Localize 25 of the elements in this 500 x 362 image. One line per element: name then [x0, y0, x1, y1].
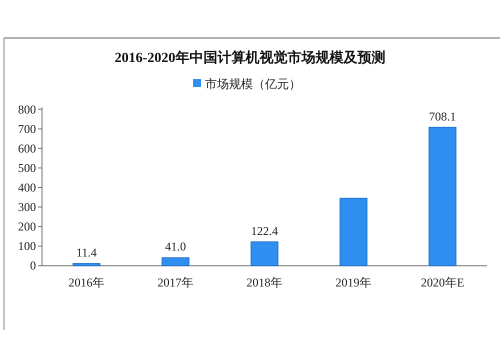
bar: [250, 241, 278, 266]
data-label: 708.1: [429, 109, 456, 124]
legend-label: 市场规模（亿元）: [205, 77, 301, 91]
y-tick-label: 0: [30, 258, 36, 273]
bar: [162, 257, 190, 266]
y-tick-label: 700: [18, 122, 36, 136]
x-tick-label: 2019年: [336, 276, 372, 290]
x-tick-label: 2018年: [246, 276, 282, 290]
y-tick-label: 200: [18, 220, 36, 234]
bar: [72, 263, 100, 266]
y-tick-label: 800: [18, 102, 36, 116]
y-tick-label: 100: [18, 239, 36, 254]
x-tick-label: 2020年E: [420, 276, 464, 290]
y-tick-label: 500: [18, 160, 36, 175]
bar: [340, 198, 368, 266]
x-tick-label: 2016年: [68, 276, 104, 290]
data-label: 122.4: [251, 224, 278, 238]
y-tick-label: 300: [18, 200, 36, 214]
bar: [428, 126, 456, 266]
data-label: 11.4: [76, 245, 97, 260]
y-tick-label: 600: [18, 141, 36, 156]
data-label: 41.0: [165, 240, 186, 254]
chart-title: 2016-2020年中国计算机视觉市场规模及预测: [114, 49, 386, 66]
x-tick-label: 2017年: [158, 276, 194, 290]
y-tick-label: 400: [18, 180, 36, 194]
